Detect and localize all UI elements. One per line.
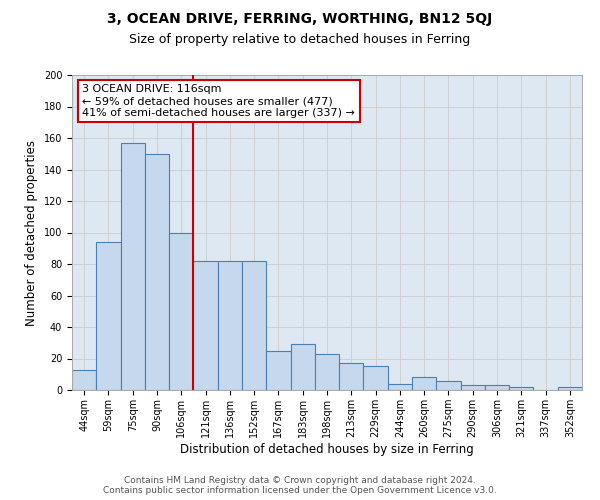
- Bar: [218, 261, 242, 390]
- Bar: [388, 384, 412, 390]
- Text: Size of property relative to detached houses in Ferring: Size of property relative to detached ho…: [130, 32, 470, 46]
- Text: 3 OCEAN DRIVE: 116sqm
← 59% of detached houses are smaller (477)
41% of semi-det: 3 OCEAN DRIVE: 116sqm ← 59% of detached …: [82, 84, 355, 117]
- Bar: [315, 354, 339, 390]
- Bar: [509, 387, 533, 390]
- X-axis label: Distribution of detached houses by size in Ferring: Distribution of detached houses by size …: [180, 442, 474, 456]
- Bar: [436, 380, 461, 390]
- Bar: [145, 154, 169, 390]
- Text: 3, OCEAN DRIVE, FERRING, WORTHING, BN12 5QJ: 3, OCEAN DRIVE, FERRING, WORTHING, BN12 …: [107, 12, 493, 26]
- Bar: [290, 344, 315, 390]
- Bar: [266, 350, 290, 390]
- Bar: [364, 366, 388, 390]
- Bar: [96, 242, 121, 390]
- Bar: [558, 387, 582, 390]
- Y-axis label: Number of detached properties: Number of detached properties: [25, 140, 38, 326]
- Bar: [242, 261, 266, 390]
- Bar: [169, 232, 193, 390]
- Bar: [412, 378, 436, 390]
- Bar: [121, 142, 145, 390]
- Text: Contains HM Land Registry data © Crown copyright and database right 2024.
Contai: Contains HM Land Registry data © Crown c…: [103, 476, 497, 495]
- Bar: [485, 386, 509, 390]
- Bar: [72, 370, 96, 390]
- Bar: [461, 386, 485, 390]
- Bar: [193, 261, 218, 390]
- Bar: [339, 363, 364, 390]
